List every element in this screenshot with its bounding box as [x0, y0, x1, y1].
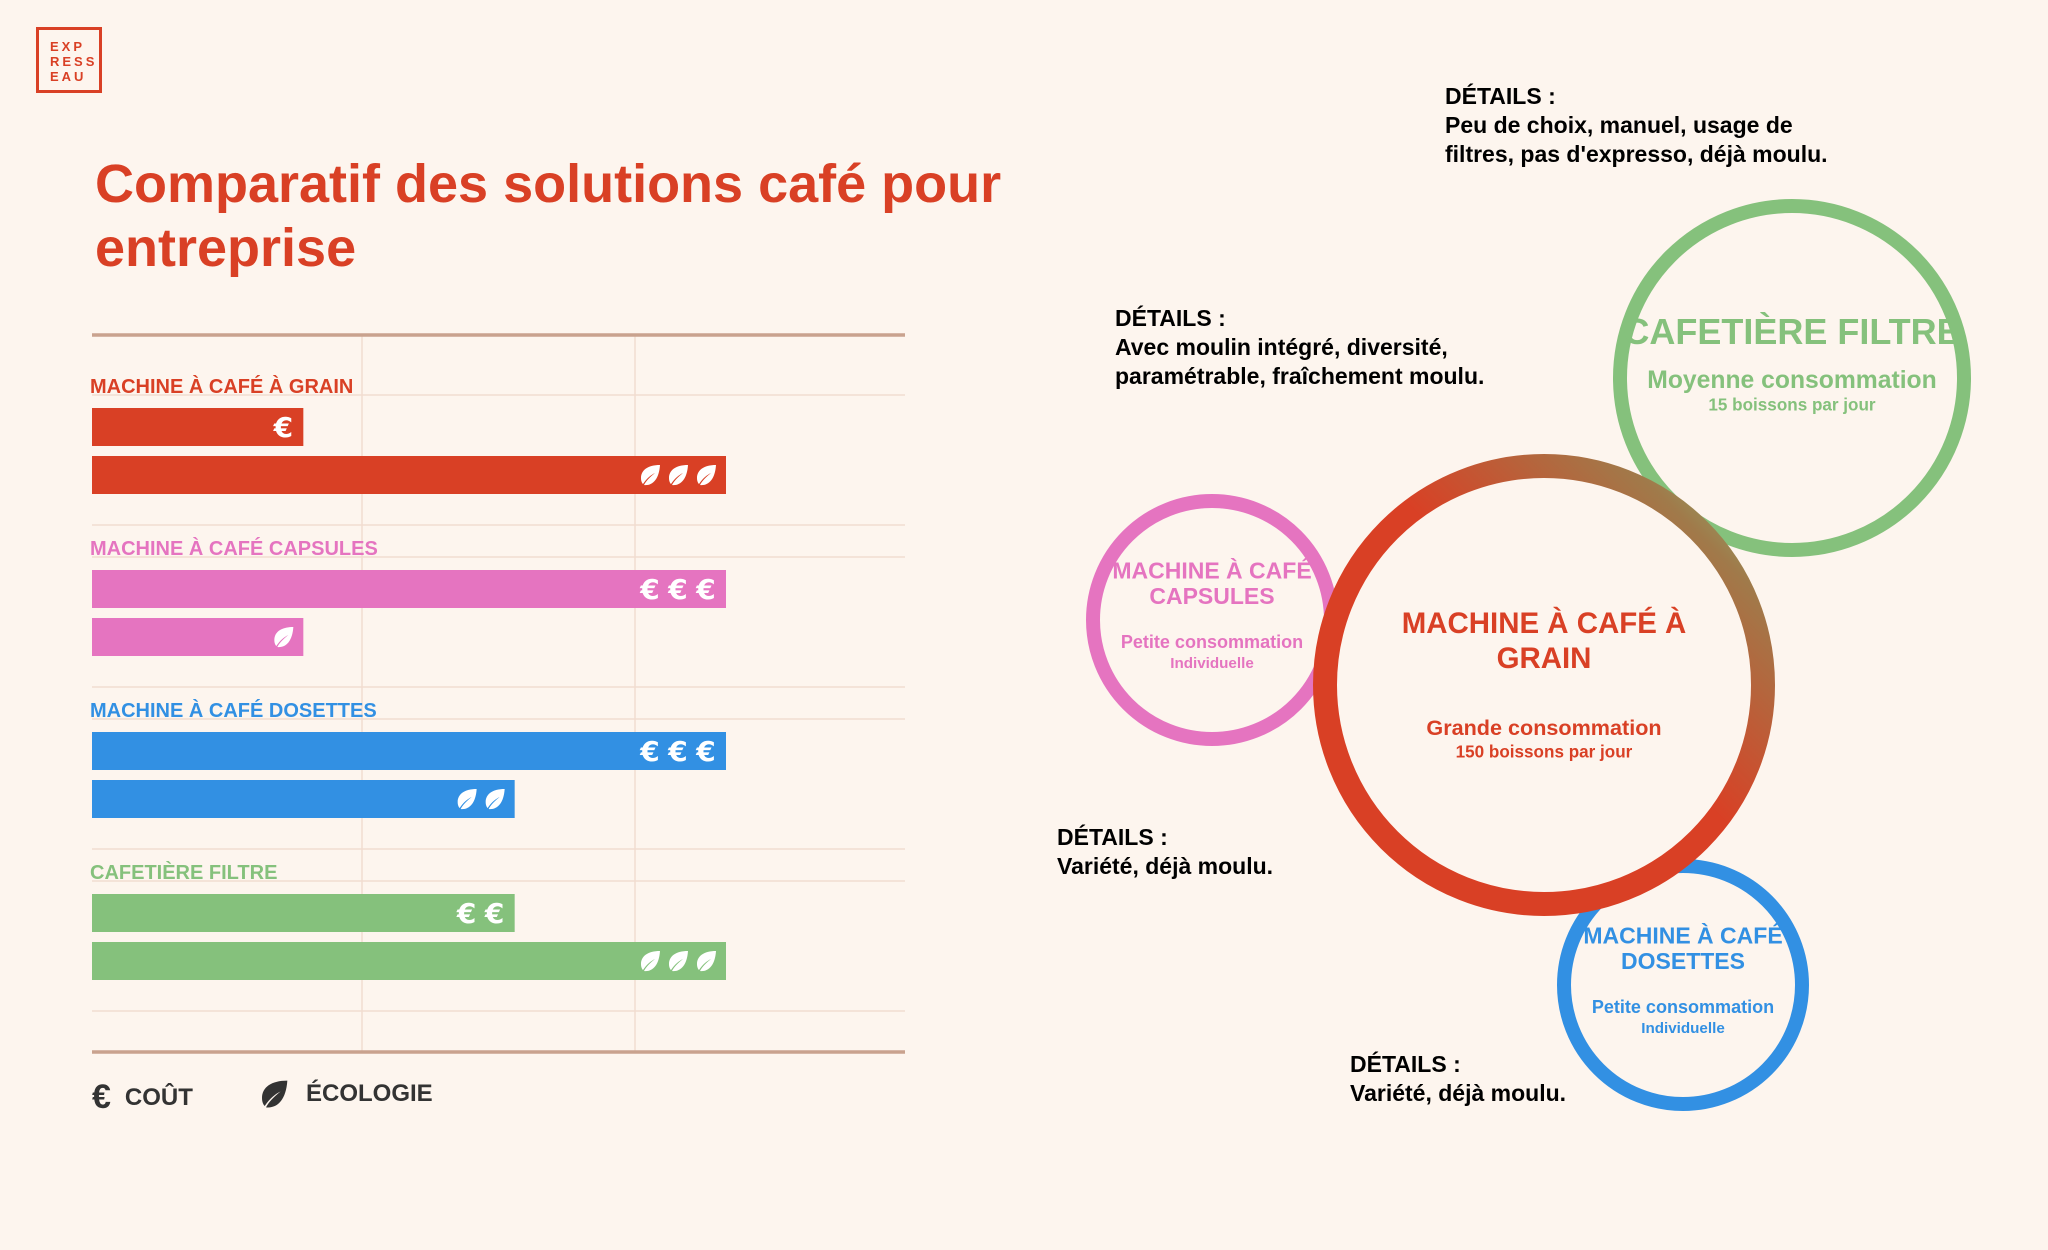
cost-bar: [92, 408, 304, 446]
euro-icon: €: [695, 735, 715, 768]
bubble-detail: 15 boissons par jour: [1708, 396, 1876, 415]
bubble-consumption: Petite consommation: [1592, 997, 1774, 1017]
ecology-bar: [92, 618, 304, 656]
bubble-ring: [1086, 494, 1338, 746]
ecology-bar: [92, 456, 726, 494]
detail-heading: DÉTAILS :: [1350, 1051, 1461, 1077]
cost-bar: [92, 732, 726, 770]
leaf-icon: [262, 1080, 288, 1108]
brand-logo: EXP RESS EAU: [36, 27, 102, 93]
cost-bar: [92, 894, 515, 932]
detail-filtre: DÉTAILS : Peu de choix, manuel, usage de…: [1445, 82, 1828, 169]
legend-ecology: ÉCOLOGIE: [258, 1078, 433, 1110]
bubble-title: GRAIN: [1497, 642, 1592, 675]
euro-icon: €: [273, 411, 293, 444]
detail-grain: DÉTAILS : Avec moulin intégré, diversité…: [1115, 304, 1484, 391]
euro-icon: €: [667, 735, 687, 768]
bubble-consumption: Moyenne consommation: [1647, 367, 1936, 394]
detail-line: paramétrable, fraîchement moulu.: [1115, 363, 1485, 389]
ecology-bar: [92, 942, 726, 980]
bubble-consumption: Grande consommation: [1426, 715, 1661, 740]
ecology-bar: [92, 780, 515, 818]
detail-heading: DÉTAILS :: [1115, 305, 1226, 331]
bubble-title: CAPSULES: [1149, 583, 1274, 609]
bubble-detail: Individuelle: [1641, 1020, 1725, 1037]
cost-bar: [92, 570, 726, 608]
detail-heading: DÉTAILS :: [1057, 824, 1168, 850]
bubble-ring: [1313, 454, 1775, 916]
bubble-title: MACHINE À CAFÉ: [1583, 922, 1782, 949]
euro-icon: €: [456, 897, 476, 930]
page-title: Comparatif des solutions café pour entre…: [95, 154, 1002, 278]
category-label: CAFETIÈRE FILTRE: [90, 861, 277, 884]
detail-line: Avec moulin intégré, diversité,: [1115, 334, 1448, 360]
comparison-bar-chart: MACHINE À CAFÉ À GRAIN € MACHINE À CAFÉ CA…: [90, 333, 905, 1054]
euro-icon: €: [484, 897, 504, 930]
category-label: MACHINE À CAFÉ DOSETTES: [90, 699, 377, 722]
bubble-filtre: CAFETIÈRE FILTRE Moyenne consommation 15 b…: [1613, 199, 1971, 557]
detail-line: Peu de choix, manuel, usage de: [1445, 112, 1793, 138]
bubble-title: MACHINE À CAFÉ À: [1402, 606, 1687, 640]
euro-icon: €: [92, 1078, 111, 1116]
legend-cost-label: COÛT: [124, 1083, 193, 1111]
bubble-detail: 150 boissons par jour: [1456, 743, 1633, 762]
detail-capsules: DÉTAILS : Variété, déjà moulu.: [1057, 823, 1273, 881]
euro-icon: €: [667, 573, 687, 606]
euro-icon: €: [695, 573, 715, 606]
bubble-ring: [1613, 199, 1971, 557]
bubble-title: MACHINE À CAFÉ: [1112, 557, 1311, 584]
legend-ecology-label: ÉCOLOGIE: [306, 1080, 433, 1107]
detail-heading: DÉTAILS :: [1445, 83, 1556, 109]
detail-line: Variété, déjà moulu.: [1350, 1080, 1567, 1106]
bubble-title: DOSETTES: [1621, 948, 1745, 974]
legend-cost: € COÛT: [92, 1078, 193, 1117]
category-label: MACHINE À CAFÉ CAPSULES: [90, 537, 378, 560]
bubble-title: CAFETIÈRE FILTRE: [1623, 311, 1960, 352]
logo-line: EXP: [50, 39, 86, 54]
euro-icon: €: [639, 573, 659, 606]
detail-line: Variété, déjà moulu.: [1057, 853, 1274, 879]
detail-line: filtres, pas d'expresso, déjà moulu.: [1445, 141, 1828, 167]
bubble-consumption: Petite consommation: [1121, 632, 1303, 652]
detail-dosettes: DÉTAILS : Variété, déjà moulu.: [1350, 1050, 1566, 1108]
logo-line: EAU: [50, 69, 87, 84]
logo-line: RESS: [50, 54, 98, 69]
category-label: MACHINE À CAFÉ À GRAIN: [90, 375, 353, 398]
euro-icon: €: [639, 735, 659, 768]
bubble-detail: Individuelle: [1170, 655, 1254, 672]
